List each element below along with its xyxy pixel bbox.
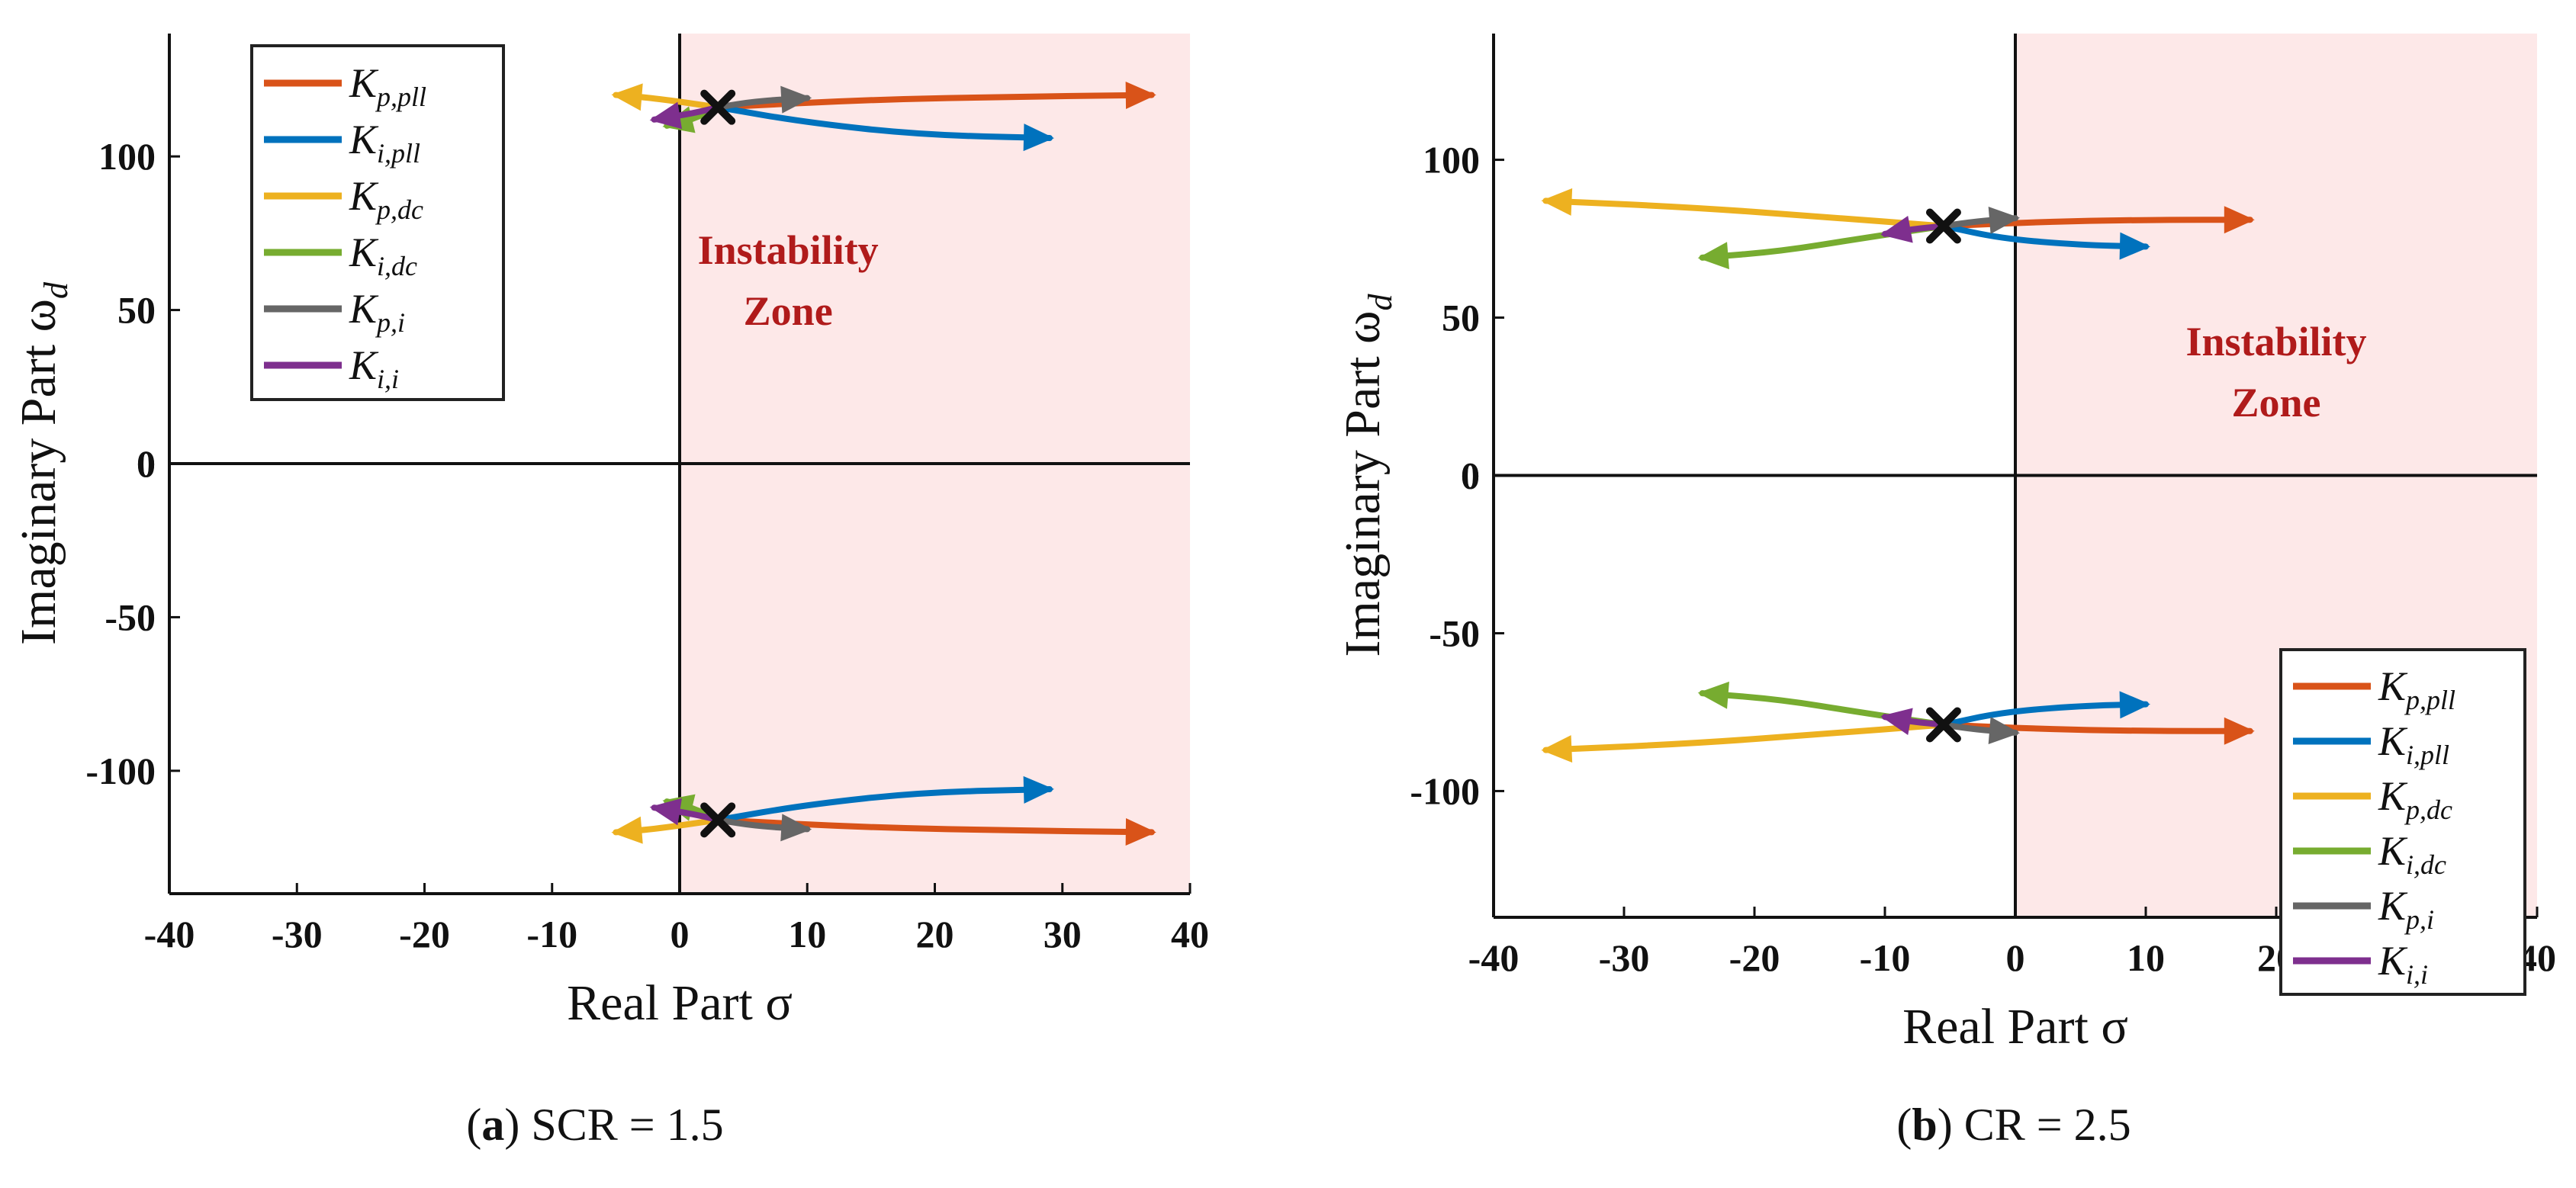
legend-entry: Ki,i — [2378, 938, 2428, 990]
series-line-p-dc — [1542, 197, 1947, 230]
series-line-p-pll — [1940, 217, 2253, 230]
arrow-head — [1023, 124, 1055, 152]
y-axis-label: Imaginary Part ωd — [11, 281, 75, 645]
arrow-head — [649, 798, 682, 826]
panel-a: -40 -30 -20 -10 0 10 20 30 40-100-500050100Real … — [11, 34, 1209, 1031]
arrow-head — [2224, 717, 2255, 745]
legend-entry: Ki,i — [349, 342, 399, 394]
series-line-i-pll — [715, 786, 1053, 824]
arrow-head — [649, 101, 682, 130]
arrow-head — [1880, 216, 1913, 243]
arrow-head — [2119, 691, 2150, 719]
legend-box — [250, 44, 505, 401]
panel-b: -40-30-20-10010203040-100-500050100Real … — [1335, 34, 2556, 1055]
arrow-head — [2119, 232, 2150, 260]
x-tick-label: -40 — [1468, 936, 1520, 979]
series-line-p-pll — [1940, 721, 2253, 734]
arrow-head — [1023, 775, 1055, 804]
start-marker — [1925, 208, 1961, 244]
series-line-i-pll — [1940, 701, 2149, 728]
x-tick-label: -40 — [144, 913, 195, 955]
legend-box — [2279, 648, 2526, 996]
legend-entry: Kp,pll — [2378, 663, 2455, 715]
y-tick-label: 0 — [137, 442, 156, 485]
legend-entry: Kp,i — [349, 286, 405, 338]
legend-entry: Kp,dc — [2378, 773, 2452, 825]
x-tick-label: -20 — [1729, 936, 1780, 979]
x-tick-label: 0 — [671, 913, 690, 955]
x-tick-label: 20 — [916, 913, 954, 955]
legend-entry: Ki,pll — [349, 117, 420, 169]
x-tick-label: -10 — [1860, 936, 1911, 979]
x-tick-label: -10 — [526, 913, 577, 955]
series-line-i-pll — [715, 104, 1053, 141]
start-marker — [700, 802, 736, 838]
x-axis-label: Real Part σ — [567, 975, 793, 1031]
arrow-head — [780, 85, 812, 114]
series-line-i-dc — [1699, 690, 1947, 728]
arrow-head — [1541, 188, 1573, 216]
series-line-i-dc — [1699, 223, 1947, 261]
y-tick-label: 50 — [117, 289, 156, 332]
caption-a: (a) SCR = 1.5 — [466, 1100, 723, 1150]
legend-entry: Ki,pll — [2378, 718, 2449, 770]
x-tick-label: 0 — [2006, 936, 2025, 979]
x-tick-label: -20 — [399, 913, 450, 955]
arrow-head — [1697, 681, 1729, 709]
zone-label: Zone — [744, 288, 833, 334]
y-tick-label: 0 — [1461, 454, 1480, 497]
x-tick-label: 30 — [1044, 913, 1082, 955]
series-line-i-pll — [1940, 223, 2149, 250]
arrow-head — [1697, 242, 1729, 270]
legend-entry: Ki,dc — [2378, 828, 2446, 880]
legend-entry: Kp,i — [2378, 883, 2434, 935]
y-axis-label: Imaginary Part ωd — [1335, 294, 1399, 657]
arrow-head — [2224, 206, 2255, 234]
arrow-head — [611, 83, 643, 111]
zone-label: Zone — [2231, 380, 2320, 425]
legend-entry: Kp,dc — [349, 173, 423, 225]
arrow-head — [1988, 206, 2020, 234]
start-marker — [700, 89, 736, 125]
y-tick-label: 0 — [1461, 454, 1480, 497]
y-tick-label: 100 — [98, 135, 156, 178]
legend-entry: Ki,dc — [349, 230, 417, 281]
caption-b: (b) CR = 2.5 — [1896, 1100, 2131, 1150]
y-tick-label: -50 — [105, 596, 156, 638]
series-line-p-pll — [715, 92, 1155, 111]
zone-label: Instability — [698, 227, 879, 273]
y-tick-label: 50 — [1442, 297, 1480, 339]
y-tick-label: -100 — [85, 750, 156, 792]
start-marker — [1925, 707, 1961, 743]
arrow-head — [1880, 708, 1913, 735]
x-tick-label: 40 — [1171, 913, 1209, 955]
series-line-p-dc — [1542, 721, 1947, 753]
y-tick-label: 0 — [137, 442, 156, 485]
arrow-head — [1125, 81, 1156, 109]
x-tick-label: -30 — [1599, 936, 1650, 979]
arrow-head — [1988, 717, 2020, 745]
arrow-head — [611, 816, 643, 844]
x-tick-label: 10 — [2127, 936, 2165, 979]
x-tick-label: 10 — [788, 913, 826, 955]
arrow-head — [1125, 818, 1156, 846]
series-line-p-pll — [715, 817, 1155, 836]
x-axis-label: Real Part σ — [1902, 999, 2128, 1055]
y-tick-label: 100 — [1423, 139, 1480, 181]
zone-label: Instability — [2185, 319, 2366, 364]
arrow-head — [1541, 735, 1573, 763]
y-tick-label: -50 — [1429, 612, 1480, 654]
y-tick-label: -100 — [1410, 769, 1480, 812]
x-tick-label: -30 — [272, 913, 323, 955]
legend-entry: Kp,pll — [349, 60, 426, 112]
arrow-head — [780, 814, 812, 842]
